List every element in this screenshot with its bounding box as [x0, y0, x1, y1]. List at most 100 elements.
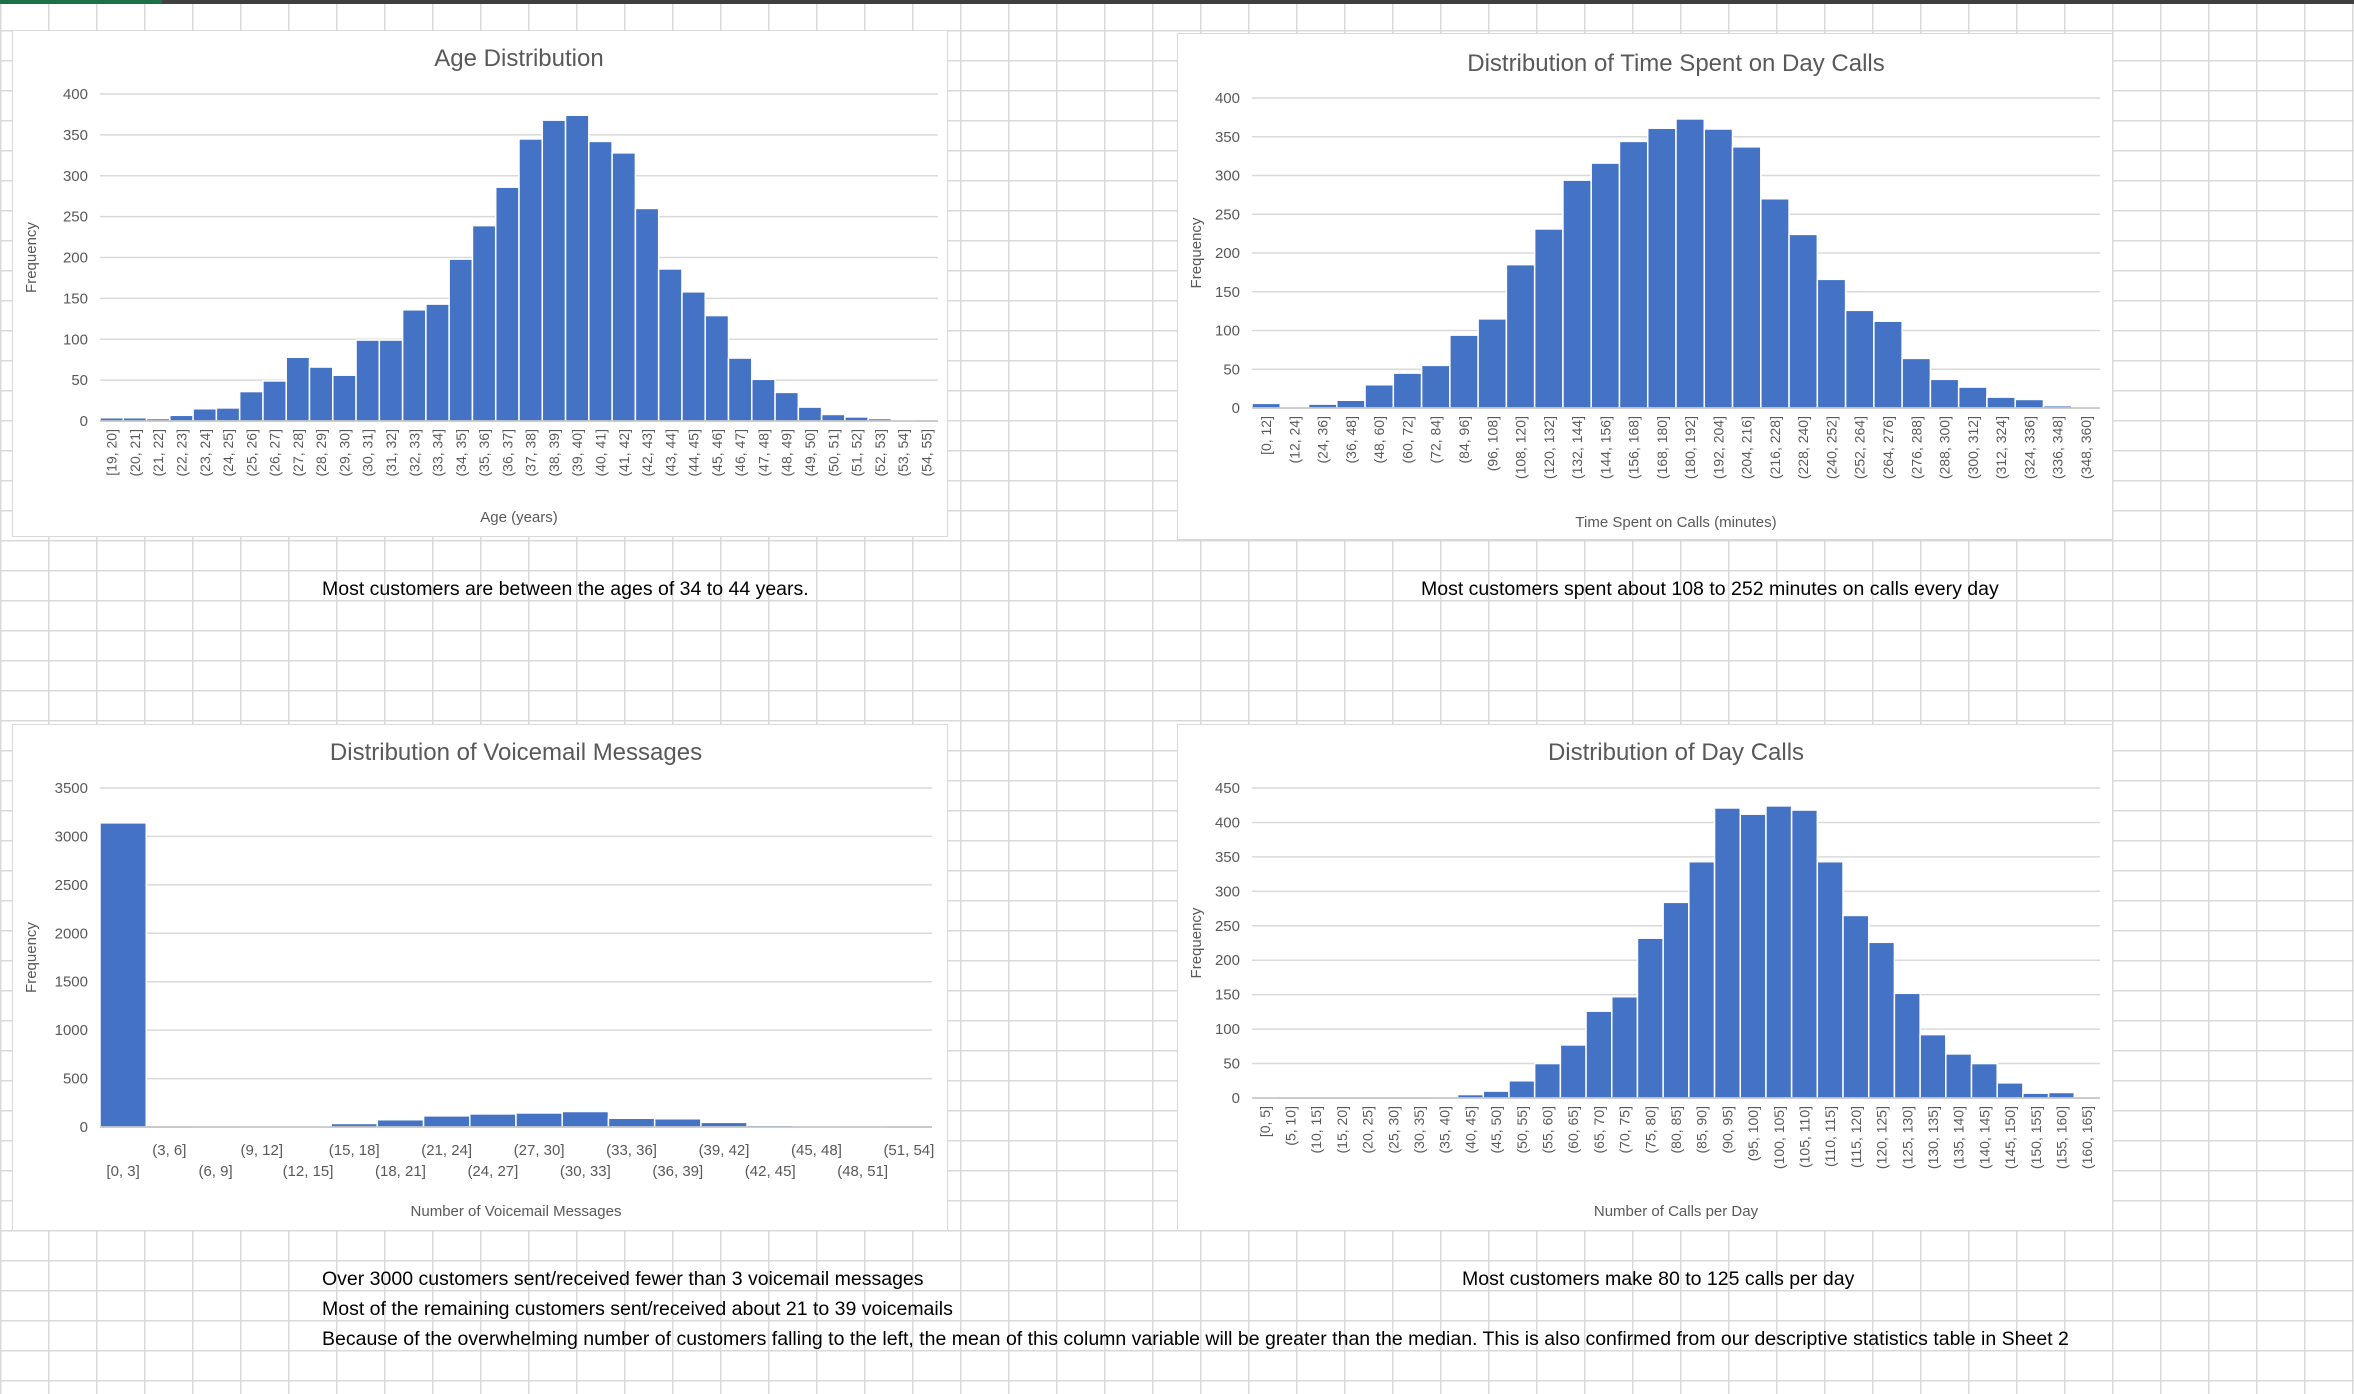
time-on-day-calls-chart[interactable]: 0 50 100 150 200 250 300 350 400 [0, 12] (12, 24] (… [1177, 33, 2113, 540]
bar [1533, 228, 1564, 409]
x-tick-label: (36, 39] [652, 1163, 703, 1180]
x-tick-label: (140, 145] [1976, 1106, 1992, 1169]
bar [1508, 1080, 1536, 1099]
bar [1611, 995, 1639, 1099]
bar [1957, 386, 1988, 409]
x-tick-label: (22, 23] [173, 429, 189, 476]
voicemail-messages-chart[interactable]: 0 500 1000 1500 2000 2500 3000 3500 [0, 3] (3, 6]… [12, 724, 948, 1231]
bar [1392, 372, 1423, 409]
x-tick-label: (24, 36] [1315, 416, 1331, 463]
x-tick-label: (156, 168] [1626, 416, 1642, 479]
bar [1788, 233, 1819, 409]
x-tick-label: (264, 276] [1880, 416, 1896, 479]
y-tick-label: 400 [63, 86, 88, 103]
x-tick-label: (35, 36] [476, 429, 492, 476]
bar [1986, 396, 2016, 409]
bar [215, 407, 241, 422]
bar [607, 1117, 656, 1128]
x-axis-label: Age (years) [480, 509, 558, 526]
bar [1505, 263, 1536, 409]
x-tick-label: (24, 27] [467, 1163, 518, 1180]
day-calls-svg: 0 50 100 150 200 250 300 350 400 450 [0, 5] (5, 10]… [1188, 739, 2100, 1220]
bar [1739, 813, 1767, 1099]
x-tick-label: (39, 42] [699, 1142, 750, 1159]
bar [515, 1112, 563, 1128]
x-tick-label: (65, 70] [1591, 1106, 1607, 1153]
x-tick-label: (95, 100] [1745, 1106, 1761, 1161]
x-tick-label: (15, 20] [1334, 1106, 1350, 1153]
x-tick-label: (48, 49] [779, 429, 795, 476]
y-tick-label: 300 [1215, 168, 1240, 185]
bar [1646, 127, 1677, 409]
x-tick-label: (42, 43] [639, 429, 655, 476]
x-tick-label: (45, 50] [1488, 1106, 1504, 1153]
x-tick-label: (36, 48] [1343, 416, 1359, 463]
x-tick-label: (60, 65] [1565, 1106, 1581, 1153]
y-tick-label: 200 [1215, 245, 1240, 262]
day-calls-chart[interactable]: 0 50 100 150 200 250 300 350 400 450 [0, 5] (5, 10]… [1177, 724, 2113, 1231]
y-tick-label: 150 [1215, 284, 1240, 301]
x-tick-label: (9, 12] [241, 1142, 284, 1159]
y-tick-label: 0 [80, 1119, 88, 1136]
chart-title: Age Distribution [434, 45, 603, 72]
x-tick-label: (240, 252] [1823, 416, 1839, 479]
bar [401, 309, 427, 422]
chart-title: Distribution of Day Calls [1548, 739, 1804, 766]
x-tick-label: (312, 324] [1993, 416, 2009, 479]
bar [1562, 179, 1592, 409]
y-tick-label: 1500 [55, 974, 88, 991]
x-tick-label: (48, 60] [1371, 416, 1387, 463]
bar [588, 140, 613, 422]
age-distribution-chart[interactable]: 0 50 100 150 200 250 300 350 400 [19, 20] (20, 21]… [12, 30, 948, 537]
x-tick-label: (50, 51] [825, 429, 841, 476]
x-tick-label: (85, 90] [1694, 1106, 1710, 1153]
bar [634, 207, 660, 422]
x-tick-label: (145, 150] [2002, 1106, 2018, 1169]
bar [2014, 398, 2045, 409]
bar [422, 1115, 471, 1128]
y-tick-label: 100 [1215, 1021, 1240, 1038]
x-tick-label: (348, 360] [2078, 416, 2094, 479]
x-tick-label: (96, 108] [1484, 416, 1500, 471]
x-tick-label: (30, 33] [560, 1163, 611, 1180]
x-tick-label: (20, 21] [127, 429, 143, 476]
bar [1618, 140, 1649, 409]
x-tick-label: (29, 30] [336, 429, 352, 476]
bar [727, 357, 753, 422]
bar [308, 366, 334, 422]
x-tick-label: (125, 130] [1899, 1106, 1915, 1169]
x-tick-label: (160, 165] [2079, 1106, 2095, 1169]
bar [238, 390, 264, 422]
bar [797, 406, 823, 422]
x-tick-label: [19, 20] [104, 429, 120, 476]
x-tick-label: (300, 312] [1965, 416, 1981, 479]
bar [681, 291, 706, 422]
x-tick-label: (53, 54] [895, 429, 911, 476]
y-axis-label: Frequency [1188, 217, 1205, 288]
x-tick-label: (15, 18] [329, 1142, 380, 1159]
bar [1867, 941, 1896, 1099]
x-tick-label: (75, 80] [1642, 1106, 1658, 1153]
x-tick-label: (5, 10] [1283, 1106, 1299, 1146]
x-tick-label: (37, 38] [523, 429, 539, 476]
x-tick-label: (31, 32] [383, 429, 399, 476]
x-tick-label: (44, 45] [686, 429, 702, 476]
bar [1336, 399, 1366, 409]
y-tick-label: 100 [1215, 323, 1240, 340]
y-tick-label: 50 [71, 372, 88, 389]
x-tick-label: (40, 41] [592, 429, 608, 476]
x-tick-label: (42, 45] [745, 1163, 796, 1180]
bar [541, 119, 567, 422]
note-age: Most customers are between the ages of 3… [322, 578, 809, 600]
note-time: Most customers spent about 108 to 252 mi… [1421, 578, 1999, 600]
x-tick-label: (26, 27] [267, 429, 283, 476]
x-tick-label: (12, 24] [1286, 416, 1302, 463]
x-tick-label: (32, 33] [406, 429, 422, 476]
y-tick-label: 250 [1215, 206, 1240, 223]
x-tick-label: (46, 47] [732, 429, 748, 476]
x-tick-label: (35, 40] [1437, 1106, 1453, 1153]
bar [332, 374, 357, 422]
x-tick-label: (50, 55] [1514, 1106, 1530, 1153]
y-tick-label: 200 [63, 250, 88, 267]
x-tick-label: (34, 35] [453, 429, 469, 476]
